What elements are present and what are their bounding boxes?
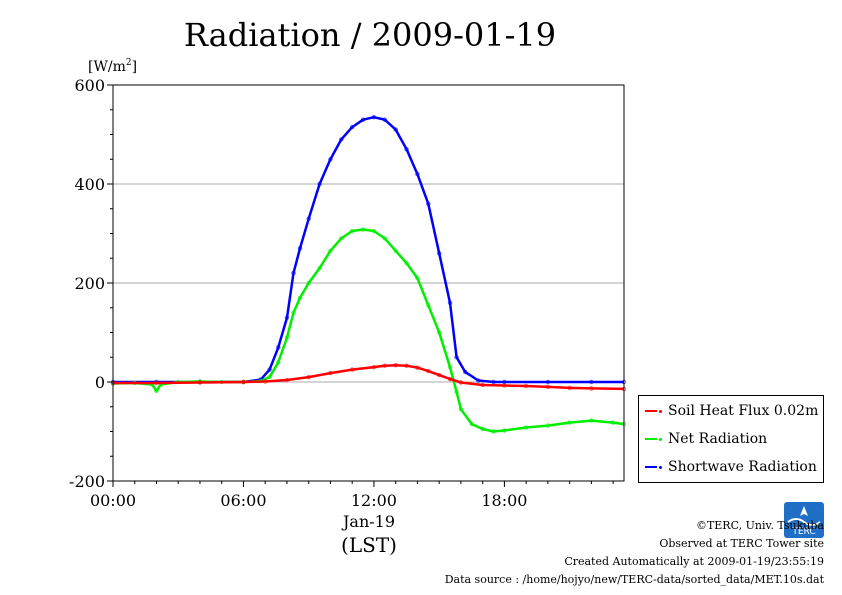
- y-axis-unit-sup: 2: [126, 58, 132, 68]
- x-axis-date-label: Jan-19: [341, 512, 395, 531]
- legend-marker-soil-heat-flux: [659, 409, 662, 413]
- axis-ticks: [107, 84, 614, 487]
- x-tick-label-3: 18:00: [481, 491, 527, 510]
- legend-label-net-radiation: Net Radiation: [668, 431, 768, 447]
- footer-observed: Observed at TERC Tower site: [659, 537, 824, 550]
- legend-swatch-shortwave-radiation: [645, 466, 657, 468]
- y-tick-label-1: 400: [74, 175, 105, 194]
- y-tick-label-2: 200: [74, 274, 105, 293]
- legend-item-net-radiation: Net Radiation: [645, 428, 767, 450]
- chart-title: Radiation / 2009-01-19: [184, 16, 556, 54]
- series-line-shortwave-radiation: [113, 115, 624, 384]
- series-net-radiation: [110, 227, 627, 434]
- legend-item-soil-heat-flux: Soil Heat Flux 0.02m: [645, 400, 818, 422]
- terc-logo-icon: TERC: [784, 502, 824, 538]
- chart-legend: Soil Heat Flux 0.02m Net Radiation Short…: [638, 395, 824, 483]
- series-layer: [110, 114, 627, 434]
- legend-swatch-soil-heat-flux: [645, 410, 657, 412]
- legend-marker-shortwave-radiation: [659, 465, 662, 469]
- series-line-net-radiation: [112, 228, 625, 433]
- legend-label-soil-heat-flux: Soil Heat Flux 0.02m: [668, 403, 819, 419]
- legend-label-shortwave-radiation: Shortwave Radiation: [668, 459, 817, 475]
- legend-marker-net-radiation: [659, 437, 662, 441]
- y-axis-unit-close: ]: [132, 59, 137, 75]
- svg-text:TERC: TERC: [791, 527, 815, 537]
- series-line-soil-heat-flux: [113, 363, 625, 391]
- series-soil-heat-flux: [110, 362, 627, 392]
- x-tick-label-0: 00:00: [90, 491, 136, 510]
- y-tick-label-4: -200: [69, 472, 105, 491]
- x-axis-label: (LST): [341, 533, 397, 557]
- legend-item-shortwave-radiation: Shortwave Radiation: [645, 456, 817, 478]
- series-shortwave-radiation: [110, 114, 627, 385]
- x-tick-label-1: 06:00: [220, 491, 266, 510]
- grid-lines: [113, 183, 624, 383]
- y-axis-unit-text: [W/m: [88, 59, 126, 75]
- footer-copyright: ©TERC, Univ. Tsukuba: [695, 519, 824, 532]
- legend-swatch-net-radiation: [645, 438, 657, 440]
- footer-source: Data source : /home/hojyo/new/TERC-data/…: [444, 573, 824, 586]
- y-axis-unit: [W/m2]: [88, 58, 137, 75]
- y-tick-label-0: 600: [74, 76, 105, 95]
- x-tick-label-2: 12:00: [351, 491, 397, 510]
- footer-created: Created Automatically at 2009-01-19/23:5…: [564, 555, 824, 568]
- y-tick-label-3: 0: [95, 373, 105, 392]
